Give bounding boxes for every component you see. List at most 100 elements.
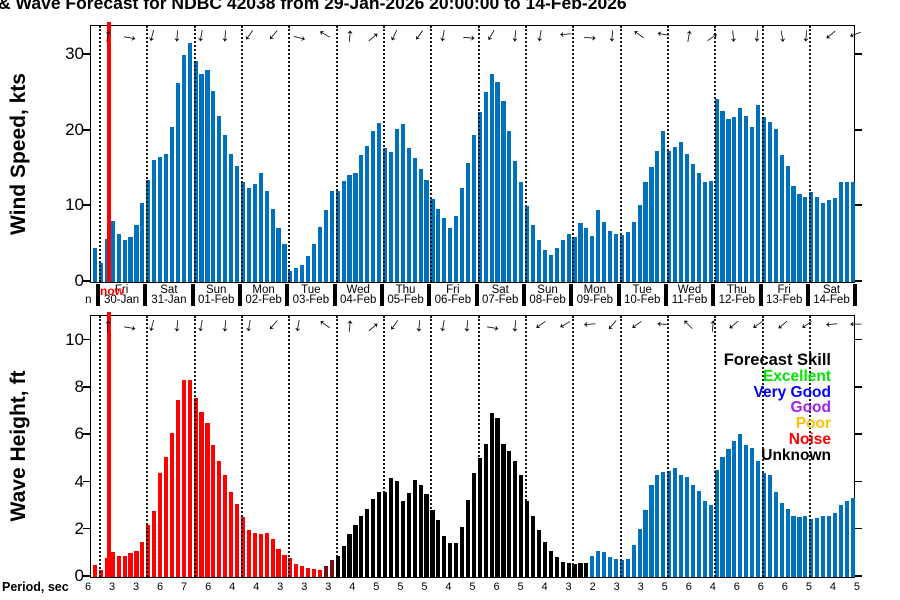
period-value: 5: [517, 581, 524, 593]
wind-direction-arrow: →: [724, 25, 747, 47]
wave-bar: [850, 497, 855, 577]
wind-bar: [134, 225, 139, 282]
y-tick-mark: [855, 433, 862, 435]
wind-bar: [732, 117, 737, 282]
wave-bar: [234, 503, 240, 577]
wave-bar: [684, 476, 690, 577]
wave-bar: [175, 399, 180, 577]
day-gridline: [335, 316, 338, 577]
wave-bar: [205, 423, 210, 577]
wind-bar: [471, 134, 476, 282]
wave-bar: [661, 471, 666, 577]
day-gridline: [430, 316, 433, 577]
wind-bar: [661, 130, 666, 282]
day-gridline: [808, 26, 811, 282]
period-value: 4: [829, 581, 836, 593]
wave-bar: [347, 534, 352, 577]
wave-bar: [146, 525, 151, 577]
period-value: 7: [181, 581, 188, 593]
day-label: Sat 07-Feb: [481, 283, 519, 306]
wave-bar: [501, 443, 506, 577]
wave-bar: [306, 567, 311, 577]
wind-bar: [92, 248, 98, 282]
wind-bar: [536, 240, 542, 282]
day-boundary-tick: [427, 283, 432, 306]
y-tick-label: 8: [74, 377, 84, 397]
period-value: 3: [277, 581, 284, 593]
wind-bar: [596, 209, 601, 282]
wave-bar: [371, 499, 376, 577]
day-gridline: [98, 26, 101, 282]
wind-bar: [483, 91, 488, 282]
wave-direction-arrow: →: [142, 314, 168, 339]
wind-bar: [128, 236, 133, 282]
wave-bar: [750, 448, 755, 577]
day-boundary-tick: [95, 283, 100, 306]
wave-bar: [560, 561, 565, 577]
wave-bar: [489, 412, 494, 577]
wind-bar: [809, 192, 814, 282]
wind-bar: [424, 180, 429, 282]
y-tick-mark: [83, 386, 90, 388]
wave-bar: [193, 397, 198, 577]
wind-bar: [229, 153, 234, 282]
wind-bar: [246, 188, 251, 282]
wind-bar: [442, 217, 447, 282]
wind-bar: [832, 198, 838, 282]
wave-axis-title: Wave Height, ft: [7, 370, 30, 522]
legend-item-very-good: Very Good: [753, 383, 831, 401]
wind-bar: [329, 191, 334, 282]
day-label: Sat 14-Feb: [813, 283, 850, 306]
wave-bar: [288, 558, 293, 577]
day-gridline: [619, 316, 622, 577]
wave-bar: [317, 569, 323, 577]
wind-bar: [767, 121, 772, 282]
period-value: 6: [493, 581, 500, 593]
wind-bar: [335, 191, 340, 282]
day-label: Fri 13-Feb: [765, 283, 803, 306]
day-boundary-tick: [143, 283, 148, 306]
wave-bar: [276, 548, 281, 577]
wave-bar: [702, 501, 707, 577]
wind-bar: [637, 204, 642, 282]
y-tick-mark: [855, 527, 862, 530]
wind-bar: [738, 107, 743, 282]
wave-bar: [696, 490, 701, 577]
day-gridline: [382, 26, 385, 282]
day-gridline: [430, 26, 433, 282]
wave-bar: [809, 519, 814, 577]
wind-direction-arrow: →: [651, 24, 674, 49]
wave-direction-arrow: →: [216, 315, 239, 337]
period-value: 2: [589, 581, 596, 593]
wave-bar: [803, 515, 808, 577]
wind-bar: [566, 234, 571, 282]
wind-direction-arrow: →: [167, 25, 191, 47]
wind-bar: [311, 244, 317, 282]
wave-direction-arrow: →: [191, 314, 216, 338]
wind-bar: [773, 128, 778, 282]
wave-bar: [495, 417, 500, 577]
wind-bar: [489, 73, 494, 282]
wind-bar: [554, 248, 559, 282]
wave-bar: [797, 516, 802, 577]
day-gridline: [572, 316, 575, 577]
wave-bar: [590, 555, 595, 577]
wind-bar: [459, 188, 465, 282]
wave-bar: [542, 541, 547, 577]
period-value: 4: [253, 581, 260, 593]
wave-bar: [252, 533, 257, 577]
wind-bar: [530, 225, 536, 282]
day-gridline: [761, 26, 764, 282]
wind-bar: [193, 60, 198, 282]
wave-bar: [619, 560, 624, 577]
day-boundary-tick: [805, 283, 810, 306]
wind-bar: [761, 116, 767, 282]
wind-bar: [643, 181, 648, 282]
wind-bar: [578, 223, 583, 282]
wind-bar: [430, 198, 435, 282]
wind-direction-arrow: →: [843, 23, 869, 50]
y-tick-mark: [83, 53, 90, 56]
now-line: [106, 312, 111, 577]
wind-bar: [684, 153, 690, 282]
